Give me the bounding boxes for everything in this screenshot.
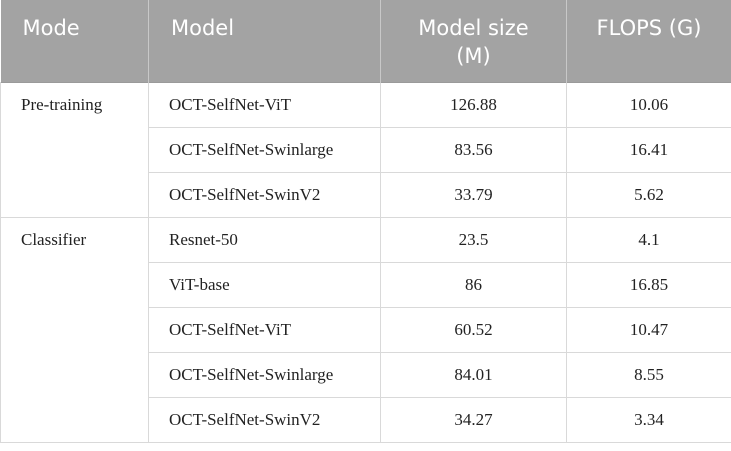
value-cell: 86 <box>380 261 567 308</box>
table-row: Classifier Resnet-50 23.5 4.1 <box>0 216 731 443</box>
table-row: Pre-training OCT-SelfNet-ViT 126.88 10.06 <box>0 81 731 218</box>
value-cell: 60.52 <box>380 306 567 353</box>
header-cell: Model size (M) <box>380 0 567 82</box>
value-cell: 84.01 <box>380 351 567 398</box>
header-cell: FLOPS (G) <box>566 0 731 82</box>
value-cell: 16.41 <box>566 126 731 173</box>
model-cell: OCT-SelfNet-ViT <box>148 306 381 353</box>
model-cell: OCT-SelfNet-ViT <box>148 81 381 128</box>
value-cell: 3.34 <box>566 396 731 443</box>
mode-cell: Pre-training <box>0 81 149 218</box>
model-cell: OCT-SelfNet-Swinlarge <box>148 126 381 173</box>
model-cell: Resnet-50 <box>148 216 381 263</box>
value-cell: 10.06 <box>566 81 731 128</box>
value-cell: 33.79 <box>380 171 567 218</box>
table-row: OCT-SelfNet-Swinlarge 84.01 8.55 <box>1 351 731 398</box>
header-cell: Model <box>148 0 381 82</box>
value-cell: 5.62 <box>566 171 731 218</box>
header-row: Mode Model Model size (M) FLOPS (G) <box>0 0 731 82</box>
value-cell: 8.55 <box>566 351 731 398</box>
table-row: OCT-SelfNet-SwinV2 33.79 5.62 <box>1 171 731 218</box>
value-cell: 83.56 <box>380 126 567 173</box>
mode-cell: Classifier <box>0 216 149 443</box>
table-row: OCT-SelfNet-ViT 60.52 10.47 <box>1 306 731 353</box>
table-row: OCT-SelfNet-SwinV2 34.27 3.34 <box>1 396 731 443</box>
model-cell: OCT-SelfNet-Swinlarge <box>148 351 381 398</box>
value-cell: 23.5 <box>380 216 567 263</box>
table-row: ViT-base 86 16.85 <box>1 261 731 308</box>
value-cell: 10.47 <box>566 306 731 353</box>
header-cell: Mode <box>0 0 149 82</box>
model-cell: ViT-base <box>148 261 381 308</box>
table-body: Pre-training OCT-SelfNet-ViT 126.88 10.06 OC… <box>0 81 731 443</box>
value-cell: 16.85 <box>566 261 731 308</box>
value-cell: 34.27 <box>380 396 567 443</box>
value-cell: 4.1 <box>566 216 731 263</box>
value-cell: 126.88 <box>380 81 567 128</box>
model-cell: OCT-SelfNet-SwinV2 <box>148 396 381 443</box>
model-cell: OCT-SelfNet-SwinV2 <box>148 171 381 218</box>
